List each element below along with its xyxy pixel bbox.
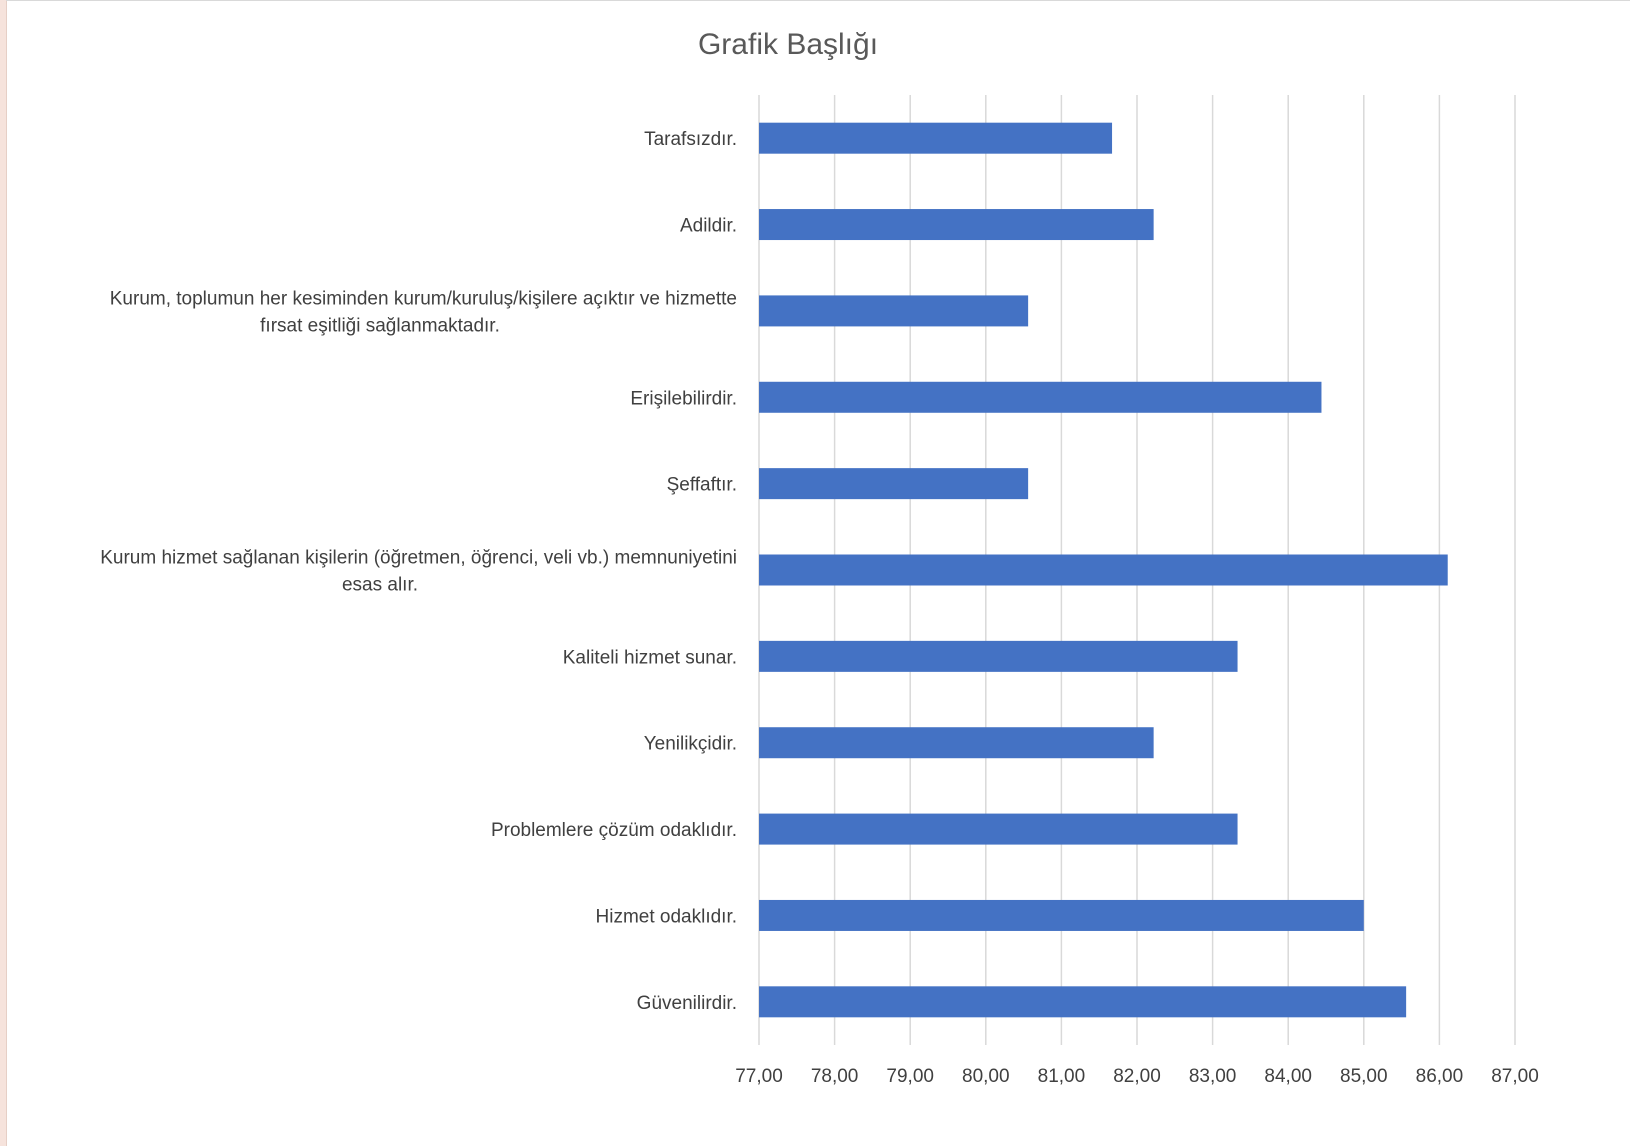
x-tick-label: 79,00 (886, 1066, 934, 1087)
chart-title: Grafik Başlığı (698, 28, 878, 61)
bar (759, 381, 1322, 413)
x-tick-label: 77,00 (735, 1066, 783, 1087)
category-label: Hizmet odaklıdır. (596, 906, 738, 927)
bar (759, 640, 1238, 672)
bar (759, 986, 1407, 1018)
bar (759, 727, 1154, 759)
bar (759, 122, 1113, 154)
top-border (6, 0, 1630, 1)
category-label: Kurum, toplumun her kesiminden kurum/kur… (110, 288, 737, 336)
x-tick-label: 83,00 (1189, 1066, 1237, 1087)
x-tick-label: 87,00 (1491, 1066, 1539, 1087)
bar (759, 295, 1029, 327)
bar (759, 813, 1238, 845)
category-label: Güvenilirdir. (637, 993, 737, 1014)
bar (759, 899, 1364, 931)
category-labels: Güvenilirdir. Hizmet odaklıdır. Problemler… (100, 129, 737, 1014)
category-label: Yenilikçidir. (644, 734, 737, 755)
category-label: Adildir. (680, 216, 737, 237)
category-label: Kurum hizmet sağlanan kişilerin (öğretme… (100, 548, 737, 596)
left-border (0, 0, 7, 1146)
x-tick-label: 80,00 (962, 1066, 1010, 1087)
x-tick-label: 81,00 (1038, 1066, 1086, 1087)
x-tick-label: 84,00 (1264, 1066, 1312, 1087)
category-label: Problemlere çözüm odaklıdır. (491, 820, 737, 841)
category-label: Tarafsızdır. (644, 129, 737, 150)
category-label: Şeffaftır. (667, 475, 737, 496)
x-axis-ticks: 77,00 78,00 79,00 80,00 81,00 82,00 83,00 84,00… (735, 1066, 1539, 1087)
x-tick-label: 78,00 (811, 1066, 859, 1087)
x-tick-label: 85,00 (1340, 1066, 1388, 1087)
bars (759, 122, 1448, 1018)
bar (759, 468, 1029, 500)
category-label: Kaliteli hizmet sunar. (563, 647, 737, 668)
category-label: Erişilebilirdir. (630, 388, 737, 409)
bar (759, 554, 1448, 586)
x-tick-label: 86,00 (1416, 1066, 1464, 1087)
bar (759, 209, 1154, 241)
x-tick-label: 82,00 (1113, 1066, 1161, 1087)
